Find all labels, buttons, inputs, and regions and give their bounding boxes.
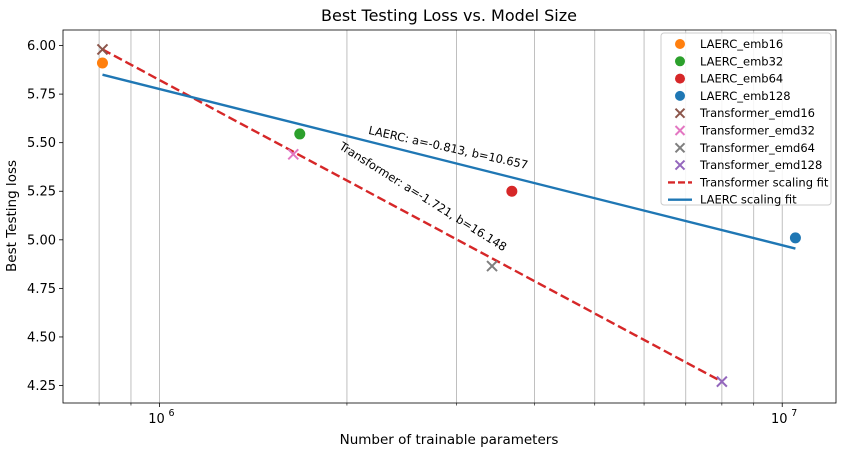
legend-entry: LAERC_emb128 xyxy=(675,89,791,103)
x-tick-exponent: 6 xyxy=(168,408,174,419)
legend-label: Transformer scaling fit xyxy=(699,175,829,189)
x-tick-base: 10 xyxy=(771,412,788,427)
point-laerc-emb64 xyxy=(506,185,518,197)
y-tick-label: 4.50 xyxy=(27,330,56,345)
legend-label: LAERC_emb128 xyxy=(700,89,791,103)
x-ticks: 10 6 10 7 xyxy=(98,403,797,427)
legend-entry: LAERC scaling fit xyxy=(668,193,797,207)
legend-label: LAERC_emb64 xyxy=(700,72,783,86)
plot-frame xyxy=(62,29,837,404)
x-axis-label: Number of trainable parameters xyxy=(340,432,559,448)
y-tick-label: 6.00 xyxy=(27,39,56,54)
legend-marker xyxy=(675,39,685,49)
legend-entry: LAERC_emb16 xyxy=(675,37,783,51)
legend-marker xyxy=(675,73,685,84)
legend-label: LAERC_emb16 xyxy=(700,37,783,51)
fit-line-laerc-scaling-fit xyxy=(102,73,796,250)
legend-entry: Transformer_emd128 xyxy=(674,158,822,172)
point-laerc-emb32 xyxy=(294,128,306,140)
legend-marker xyxy=(675,56,685,67)
y-ticks: 4.25 4.50 4.75 5.00 5.25 5.50 5.75 6.00 xyxy=(27,39,63,394)
y-tick-label: 4.75 xyxy=(27,282,56,297)
legend-label: LAERC scaling fit xyxy=(700,193,797,207)
y-tick-label: 5.50 xyxy=(27,136,56,151)
x-tick-exponent: 7 xyxy=(791,408,797,419)
data-points xyxy=(96,43,801,388)
fit-lines xyxy=(101,48,796,383)
legend-marker xyxy=(674,107,686,119)
point-transformer-emd128 xyxy=(716,375,728,388)
point-transformer-emd64 xyxy=(486,260,498,272)
legend: LAERC_emb16 LAERC_emb32 LAERC_emb64 LAERC_e… xyxy=(660,32,832,207)
point-transformer-emd32 xyxy=(287,148,299,161)
y-tick-label: 5.75 xyxy=(27,88,56,103)
y-tick-label: 5.00 xyxy=(27,233,56,248)
fit-line-transformer-scaling-fit xyxy=(101,48,723,383)
y-tick-label: 4.25 xyxy=(27,379,56,394)
legend-entry: Transformer_emd64 xyxy=(674,141,815,155)
legend-label: Transformer_emd16 xyxy=(699,106,815,120)
point-laerc-emb128 xyxy=(789,232,801,244)
legend-entry: Transformer_emd32 xyxy=(674,124,815,138)
legend-label: Transformer_emd128 xyxy=(699,158,822,172)
legend-entry: Transformer_emd16 xyxy=(674,106,815,120)
point-laerc-emb16 xyxy=(96,57,108,69)
legend-marker xyxy=(674,125,686,136)
legend-label: LAERC_emb32 xyxy=(700,54,783,68)
legend-box xyxy=(660,32,832,206)
legend-marker xyxy=(675,90,685,101)
y-axis-label: Best Testing loss xyxy=(4,160,20,272)
y-tick-label: 5.25 xyxy=(27,185,56,200)
legend-entry: Transformer scaling fit xyxy=(668,175,829,189)
legend-label: Transformer_emd64 xyxy=(699,141,815,155)
legend-marker xyxy=(674,159,686,171)
x-tick-label: 10 6 xyxy=(148,408,174,427)
chart-title: Best Testing Loss vs. Model Size xyxy=(321,6,577,25)
legend-marker xyxy=(674,142,686,154)
legend-entry: LAERC_emb32 xyxy=(675,54,783,68)
legend-entry: LAERC_emb64 xyxy=(675,72,783,86)
x-tick-label: 10 7 xyxy=(771,408,797,427)
point-transformer-emd16 xyxy=(96,43,109,56)
x-tick-base: 10 xyxy=(148,412,165,427)
legend-label: Transformer_emd32 xyxy=(699,124,815,138)
